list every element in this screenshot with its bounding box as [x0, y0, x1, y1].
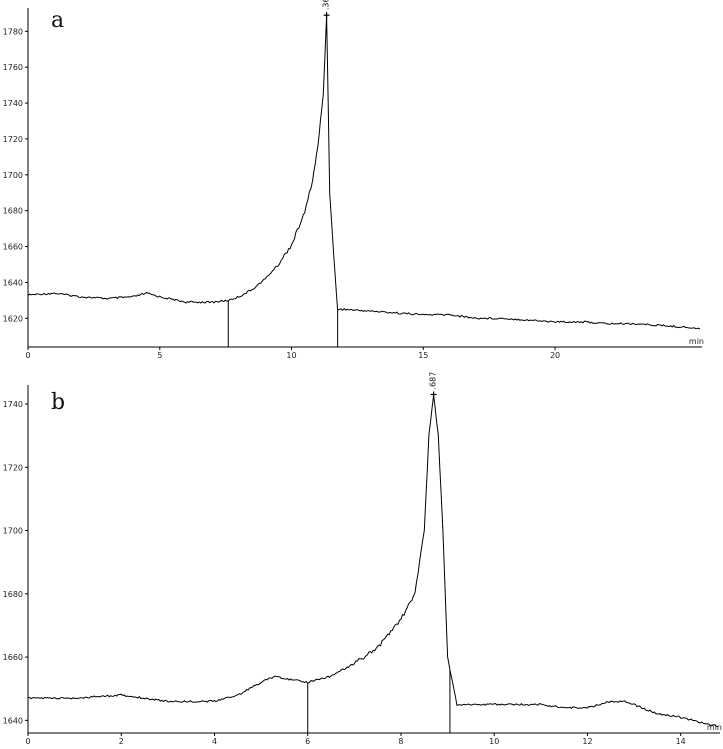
x-unit-label: min — [689, 337, 704, 346]
chromatogram-trace — [27, 15, 701, 330]
y-tick-label: 1620 — [3, 314, 23, 323]
y-tick-label: 1640 — [3, 716, 23, 725]
chromatogram-trace — [27, 395, 719, 728]
y-tick-label: 1720 — [3, 135, 23, 144]
x-tick-label: 20 — [550, 351, 560, 360]
peak-label: .687 — [429, 372, 438, 390]
x-tick-label: 8 — [398, 737, 403, 744]
x-tick-label: 10 — [286, 351, 296, 360]
chart-panel-a: 1620 1640 1660 1680 1700 1720 1740 1760 1780 0 5 10… — [3, 0, 704, 360]
y-tick-label: 1740 — [3, 400, 23, 409]
x-tick-label: 14 — [676, 737, 686, 744]
chart-panel-b: 1640 1660 1680 1700 1720 1740 0 2 4 6 8 10 12 14 min b.… — [3, 372, 722, 746]
x-tick-label: 2 — [119, 737, 124, 744]
y-tick-label: 1660 — [3, 243, 23, 252]
y-tick-label: 1680 — [3, 590, 23, 599]
x-tick-label: 10 — [489, 737, 499, 744]
x-unit-label: min — [707, 723, 722, 732]
x-tick-label: 5 — [157, 351, 162, 360]
y-tick-label: 1660 — [3, 653, 23, 662]
y-tick-label: 1780 — [3, 27, 23, 36]
x-tick-label: 12 — [582, 737, 592, 744]
y-tick-label: 1720 — [3, 463, 23, 472]
y-tick-label: 1680 — [3, 207, 23, 216]
y-tick-label: 1640 — [3, 278, 23, 287]
y-tick-label: 1700 — [3, 171, 23, 180]
y-tick-label: 1700 — [3, 527, 23, 536]
x-tick-label: 4 — [212, 737, 217, 744]
x-tick-label: 0 — [25, 351, 30, 360]
peak-label: .368 — [322, 0, 331, 10]
panel-label-b: b — [51, 390, 65, 415]
x-tick-label: 6 — [305, 737, 310, 744]
y-tick-label: 1760 — [3, 63, 23, 72]
panel-label-a: a — [51, 8, 64, 33]
y-tick-label: 1740 — [3, 99, 23, 108]
x-tick-label: 15 — [418, 351, 428, 360]
x-tick-label: 0 — [25, 737, 30, 744]
